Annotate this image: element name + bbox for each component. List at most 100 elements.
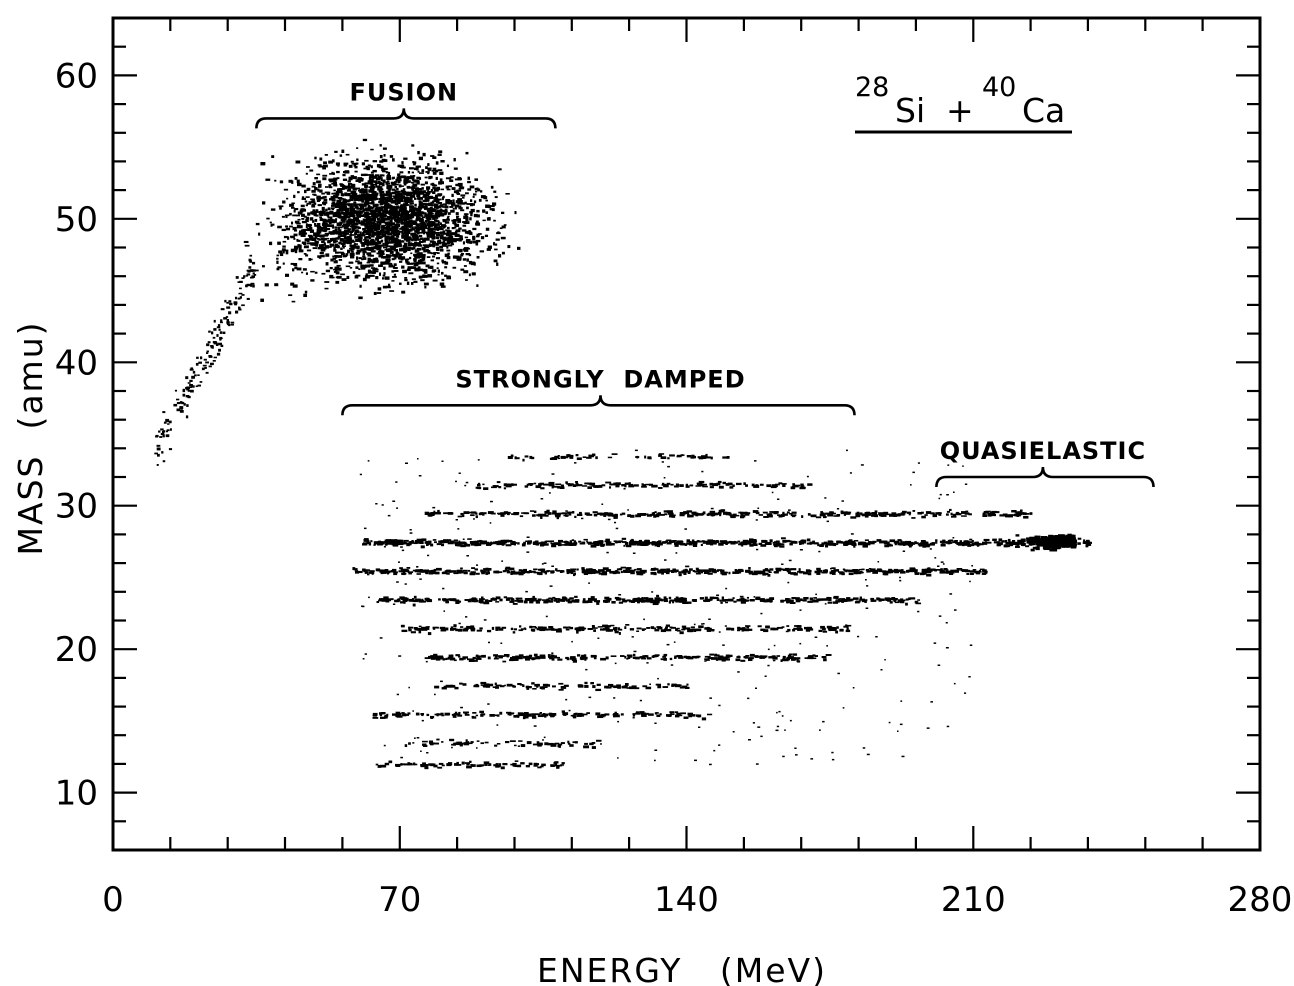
scatter-point-2615	[195, 362, 199, 366]
scatter-point-2430	[352, 239, 355, 243]
scatter-point-3980	[470, 599, 476, 602]
scatter-point-4702	[565, 542, 572, 546]
scatter-point-4499	[985, 541, 992, 544]
scatter-point-3596	[543, 628, 549, 631]
scatter-point-460	[419, 234, 423, 238]
scatter-point-3410	[460, 626, 464, 628]
scatter-point-4299	[895, 569, 899, 573]
scatter-point-376	[437, 252, 440, 255]
scatter-point-2648	[223, 317, 228, 320]
scatter-point-1842	[341, 186, 345, 190]
scatter-point-2453	[328, 184, 332, 187]
scatter-point-502	[306, 202, 312, 205]
scatter-point-3790	[655, 600, 660, 604]
scatter-point-511	[412, 244, 417, 247]
scatter-point-1540	[243, 240, 249, 244]
scatter-point-4347	[972, 569, 977, 571]
scatter-point-2348	[281, 248, 286, 251]
scatter-point-1143	[517, 246, 521, 250]
scatter-point-1659	[370, 246, 374, 249]
scatter-point-1740	[349, 247, 353, 250]
scatter-point-3021	[676, 712, 681, 716]
scatter-point-2683	[199, 381, 203, 383]
scatter-point-3051	[532, 716, 537, 719]
scatter-point-2819	[550, 764, 555, 767]
scatter-point-1373	[417, 228, 420, 232]
scatter-point-1094	[334, 255, 338, 257]
scatter-point-2271	[374, 203, 379, 207]
scatter-point-3036	[582, 713, 588, 716]
scatter-point-1018	[255, 222, 260, 226]
scatter-point-3327	[528, 656, 532, 659]
scatter-point-386	[362, 257, 367, 260]
scatter-point-4314	[714, 570, 717, 573]
scatter-point-2619	[183, 403, 186, 406]
scatter-point-1595	[325, 186, 329, 188]
scatter-point-404	[421, 187, 424, 190]
scatter-point-1742	[354, 236, 359, 239]
scatter-point-1626	[442, 240, 445, 243]
scatter-point-2531	[409, 197, 413, 200]
scatter-point-1787	[476, 209, 480, 213]
scatter-point-105	[394, 237, 399, 240]
scatter-point-1846	[390, 222, 396, 226]
scatter-point-340	[334, 266, 340, 271]
scatter-point-839	[386, 175, 391, 178]
scatter-point-201	[389, 192, 393, 194]
scatter-point-2700	[166, 430, 169, 433]
scatter-point-2778	[469, 760, 472, 764]
scatter-point-1154	[343, 225, 348, 229]
scatter-point-1598	[473, 262, 476, 266]
scatter-point-1525	[352, 176, 357, 180]
scatter-point-3061	[499, 711, 503, 715]
scatter-point-617	[392, 195, 397, 198]
scatter-point-692	[490, 185, 494, 189]
scatter-point-1275	[473, 193, 477, 196]
scatter-point-766	[476, 256, 480, 259]
scatter-point-1652	[386, 285, 391, 289]
scatter-point-2707	[155, 435, 159, 438]
scatter-point-619	[378, 264, 383, 268]
scatter-point-2493	[353, 164, 357, 167]
scatter-point-4170	[845, 569, 848, 573]
scatter-point-2154	[393, 243, 397, 247]
scatter-point-944	[371, 186, 376, 189]
scatter-point-1557	[309, 227, 313, 231]
scatter-point-4284	[544, 571, 548, 575]
scatter-point-2604	[181, 401, 185, 405]
scatter-point-3605	[614, 630, 619, 634]
scatter-point-1543	[471, 272, 476, 276]
scatter-point-1566	[282, 245, 286, 248]
scatter-point-1376	[325, 208, 328, 212]
scatter-point-1451	[359, 190, 364, 194]
scatter-point-1497	[469, 185, 475, 189]
scatter-point-4450	[981, 572, 987, 575]
scatter-point-848	[388, 239, 391, 242]
scatter-point-2135	[333, 214, 336, 217]
scatter-point-3128	[495, 684, 502, 687]
scatter-point-2125	[336, 237, 341, 239]
scatter-point-2492	[427, 202, 433, 207]
scatter-point-4376	[876, 569, 881, 572]
scatter-point-1834	[364, 182, 370, 185]
scatter-point-4674	[718, 542, 724, 546]
scatter-point-2489	[394, 211, 398, 214]
scatter-point-3377	[605, 656, 609, 659]
scatter-point-408	[305, 272, 309, 275]
scatter-point-3147	[531, 682, 535, 685]
scatter-point-4886	[513, 542, 516, 546]
scatter-point-2471	[435, 210, 439, 214]
scatter-point-4460	[857, 569, 860, 572]
scatter-point-1222	[349, 244, 354, 247]
scatter-point-4423	[716, 569, 719, 572]
scatter-point-1688	[455, 223, 460, 228]
scatter-point-2260	[379, 230, 384, 234]
scatter-point-2897	[456, 742, 461, 746]
scatter-point-2495	[356, 210, 361, 214]
scatter-point-2324	[399, 213, 403, 216]
scatter-point-4652	[908, 543, 913, 547]
scatter-point-2884	[451, 743, 455, 746]
scatter-point-1690	[406, 193, 409, 197]
scatter-point-1541	[347, 171, 350, 174]
scatter-point-1766	[368, 231, 371, 234]
